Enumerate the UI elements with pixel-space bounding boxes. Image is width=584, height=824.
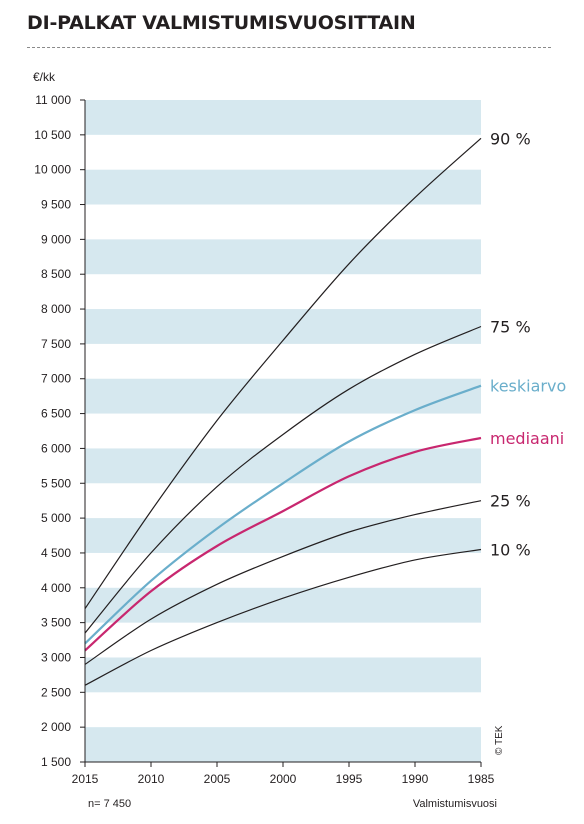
y-tick-label: 3 000 xyxy=(41,650,71,664)
y-unit-label: €/kk xyxy=(33,70,56,84)
y-tick-label: 11 000 xyxy=(35,93,71,107)
series-line-p75 xyxy=(84,325,482,634)
y-tick-label: 1 500 xyxy=(41,755,71,769)
y-tick-label: 4 000 xyxy=(41,581,71,595)
title-divider xyxy=(27,47,551,48)
series-label-p10: 10 % xyxy=(490,540,531,559)
grid-band xyxy=(85,378,481,414)
series-label-p25: 25 % xyxy=(490,492,531,511)
y-tick-label: 10 000 xyxy=(34,163,71,177)
sample-size-label: n= 7 450 xyxy=(88,798,131,810)
y-tick-label: 2 500 xyxy=(41,685,71,699)
series-line-p90 xyxy=(84,137,482,610)
grid-band xyxy=(85,100,481,135)
x-tick-label: 1990 xyxy=(402,772,429,786)
y-tick-label: 9 500 xyxy=(41,198,71,212)
grid-band xyxy=(85,657,481,693)
grid-band xyxy=(85,518,481,553)
series-line-p25 xyxy=(84,500,482,665)
series-label-p75: 75 % xyxy=(490,317,531,336)
y-tick-label: 9 000 xyxy=(41,232,71,246)
series-label-mediaani: mediaani xyxy=(490,429,564,448)
y-tick-label: 8 000 xyxy=(41,302,71,316)
grid-band xyxy=(85,448,481,484)
y-tick-label: 6 000 xyxy=(41,441,71,455)
grid-band xyxy=(85,309,481,344)
x-tick-labels: 2015 2010 2005 2000 1995 1990 1985 xyxy=(72,762,495,786)
series-lines xyxy=(84,137,482,686)
grid-band xyxy=(85,239,481,275)
series-labels: 90 % 75 % keskiarvo mediaani 25 % 10 % xyxy=(490,129,566,559)
y-tick-label: 2 000 xyxy=(41,720,71,734)
y-tick-label: 8 500 xyxy=(41,267,71,281)
grid-band xyxy=(85,727,481,762)
chart-title: DI-PALKAT VALMISTUMISVUOSITTAIN xyxy=(27,12,416,34)
y-tick-label: 7 000 xyxy=(41,372,71,386)
x-tick-label: 2015 xyxy=(72,772,99,786)
x-tick-label: 2005 xyxy=(204,772,231,786)
x-tick-label: 1985 xyxy=(468,772,495,786)
grid-band xyxy=(85,169,481,205)
background-bands xyxy=(85,100,481,762)
copyright-label: © TEK xyxy=(494,725,505,755)
y-tick-label: 6 500 xyxy=(41,407,71,421)
series-label-p90: 90 % xyxy=(490,129,531,148)
y-tick-label: 3 500 xyxy=(41,616,71,630)
y-tick-labels: 11 000 10 500 10 000 9 500 9 000 8 500 8 000 7 … xyxy=(34,93,85,769)
y-tick-label: 5 000 xyxy=(41,511,71,525)
y-tick-label: 7 500 xyxy=(41,337,71,351)
series-line-mediaani xyxy=(84,436,482,652)
y-tick-label: 5 500 xyxy=(41,476,71,490)
x-tick-label: 2010 xyxy=(138,772,165,786)
x-tick-label: 2000 xyxy=(270,772,297,786)
y-tick-label: 4 500 xyxy=(41,546,71,560)
x-tick-label: 1995 xyxy=(336,772,363,786)
series-line-keskiarvo xyxy=(84,384,482,645)
x-axis-title: Valmistumisvuosi xyxy=(413,798,497,810)
series-line-p10 xyxy=(84,548,482,686)
series-label-keskiarvo: keskiarvo xyxy=(490,377,566,396)
grid-band xyxy=(85,587,481,623)
y-tick-label: 10 500 xyxy=(34,128,71,142)
